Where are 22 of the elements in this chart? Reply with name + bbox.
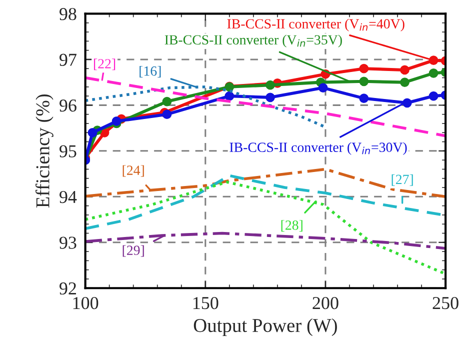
series-label: [29]: [122, 245, 144, 257]
y-tick-label: 92: [60, 282, 76, 295]
x-tick-label: 100: [73, 296, 98, 310]
y-tick-label: 96: [60, 99, 76, 112]
series-label: [27]: [392, 174, 413, 186]
y-tick-label: 98: [60, 8, 76, 20]
x-tick-label: 250: [432, 296, 458, 310]
series-label: [28]: [281, 220, 302, 232]
y-axis-title: Efficiency (%): [35, 94, 54, 208]
series-label: [24]: [122, 165, 144, 177]
y-tick-label: 97: [60, 54, 76, 66]
x-tick-label: 150: [193, 296, 218, 310]
y-tick-label: 93: [60, 236, 76, 249]
y-tick-label: 94: [60, 190, 77, 204]
series-label: [22]: [94, 58, 116, 70]
text: IB-CCS-II converter (V$_{in}$=30V): [230, 142, 407, 155]
series-label: [16]: [140, 66, 161, 78]
text: IB-CCS-II converter (V$_{in}$=35V): [164, 34, 342, 48]
x-tick-label: 200: [312, 296, 338, 310]
y-tick-label: 95: [60, 145, 76, 158]
text: IB-CCS-II converter (V$_{in}$=40V): [227, 18, 404, 32]
x-axis-title: Output Power (W): [194, 318, 337, 336]
